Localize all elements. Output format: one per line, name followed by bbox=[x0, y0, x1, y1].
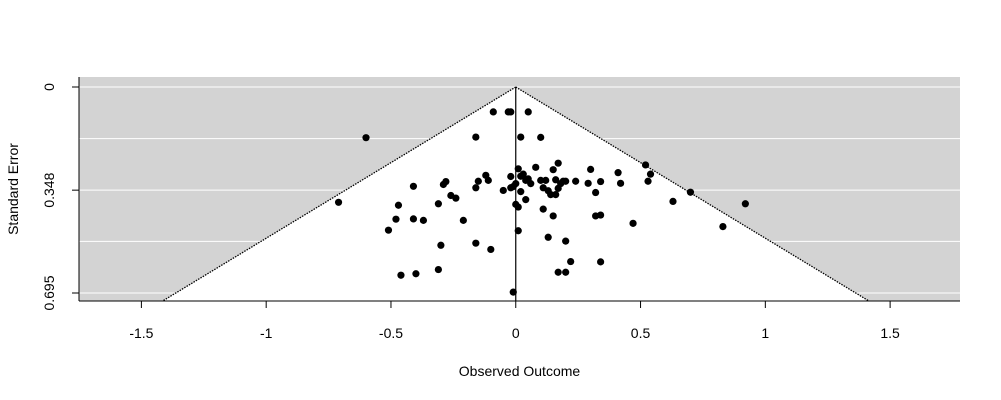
data-point-1 bbox=[334, 198, 343, 206]
data-point-24 bbox=[487, 245, 495, 254]
data-point-16 bbox=[452, 194, 460, 202]
data-point-25 bbox=[489, 108, 497, 116]
data-point-5 bbox=[384, 226, 393, 234]
data-point-26 bbox=[499, 186, 507, 195]
data-point-46 bbox=[509, 288, 517, 296]
x-tick-label-4: 0.5 bbox=[631, 325, 651, 341]
data-point-2 bbox=[397, 271, 405, 279]
x-axis: -1.5 -1 -0.5 0 0.5 1 1.5 bbox=[79, 300, 960, 341]
data-point-76 bbox=[597, 177, 605, 186]
data-point-54 bbox=[544, 233, 552, 241]
data-point-8 bbox=[409, 215, 418, 223]
x-tick-label-6: 1.5 bbox=[880, 325, 900, 341]
data-point-48 bbox=[537, 133, 545, 141]
data-point-6 bbox=[392, 215, 400, 223]
data-point-7 bbox=[394, 201, 403, 209]
data-points bbox=[334, 108, 749, 296]
data-point-42 bbox=[522, 196, 530, 204]
x-tick-label-2: -0.5 bbox=[379, 325, 403, 341]
data-point-38 bbox=[514, 227, 522, 235]
data-point-50 bbox=[539, 205, 547, 213]
data-point-12 bbox=[437, 241, 445, 249]
data-point-73 bbox=[592, 188, 600, 197]
data-point-58 bbox=[552, 176, 560, 184]
data-point-85 bbox=[719, 223, 727, 231]
data-point-30 bbox=[507, 172, 515, 181]
data-point-69 bbox=[572, 177, 580, 185]
data-point-65 bbox=[562, 237, 570, 245]
data-point-67 bbox=[554, 268, 562, 276]
data-point-74 bbox=[597, 258, 605, 266]
data-point-4 bbox=[434, 265, 442, 274]
x-tick-label-3: 0 bbox=[512, 325, 520, 341]
data-point-75 bbox=[597, 211, 605, 219]
data-point-59 bbox=[552, 190, 560, 199]
data-point-49 bbox=[537, 176, 545, 184]
y-axis: 0 0.348 0.695 bbox=[41, 77, 80, 311]
data-point-35 bbox=[514, 203, 522, 211]
x-tick-label-1: -1 bbox=[260, 325, 273, 341]
data-point-47 bbox=[532, 163, 540, 171]
funnel-edge-left bbox=[162, 86, 517, 302]
data-point-40 bbox=[519, 170, 527, 178]
data-point-44 bbox=[524, 108, 532, 116]
data-point-86 bbox=[741, 200, 749, 208]
data-point-20 bbox=[472, 184, 480, 192]
data-point-10 bbox=[409, 182, 418, 190]
data-point-68 bbox=[567, 257, 575, 266]
data-point-81 bbox=[644, 177, 652, 185]
data-point-21 bbox=[474, 177, 482, 185]
data-point-39 bbox=[517, 133, 525, 141]
data-point-33 bbox=[512, 180, 520, 188]
data-point-56 bbox=[549, 212, 557, 220]
data-point-45 bbox=[527, 180, 535, 188]
data-point-79 bbox=[629, 219, 637, 227]
data-point-55 bbox=[547, 190, 555, 199]
data-point-84 bbox=[686, 188, 695, 196]
y-axis-title: Standard Error bbox=[5, 143, 21, 235]
data-point-78 bbox=[616, 179, 625, 187]
data-point-19 bbox=[472, 133, 480, 141]
data-point-71 bbox=[587, 165, 595, 173]
x-tick-label-5: 1 bbox=[761, 325, 769, 341]
data-point-52 bbox=[542, 176, 550, 184]
data-point-3 bbox=[412, 270, 420, 278]
data-point-28 bbox=[507, 108, 515, 116]
data-point-18 bbox=[472, 239, 480, 247]
data-point-83 bbox=[669, 197, 677, 206]
data-point-11 bbox=[434, 200, 442, 208]
data-point-66 bbox=[562, 268, 570, 276]
data-point-23 bbox=[484, 176, 492, 184]
data-point-34 bbox=[514, 165, 522, 173]
x-tick-label-0: -1.5 bbox=[129, 325, 153, 341]
data-point-17 bbox=[459, 216, 467, 224]
x-axis-title: Observed Outcome bbox=[459, 363, 581, 379]
data-point-14 bbox=[442, 177, 450, 186]
data-point-37 bbox=[517, 188, 525, 196]
data-point-70 bbox=[584, 179, 592, 187]
data-point-82 bbox=[646, 170, 655, 178]
data-point-77 bbox=[614, 169, 622, 177]
data-point-61 bbox=[554, 159, 562, 167]
y-tick-label-2: 0.695 bbox=[41, 275, 57, 310]
data-point-64 bbox=[562, 177, 570, 185]
data-point-0 bbox=[362, 134, 370, 142]
data-point-57 bbox=[549, 166, 557, 174]
y-tick-label-0: 0 bbox=[41, 83, 57, 91]
data-point-80 bbox=[641, 161, 650, 169]
y-tick-label-1: 0.348 bbox=[41, 172, 57, 207]
data-point-9 bbox=[419, 216, 428, 224]
